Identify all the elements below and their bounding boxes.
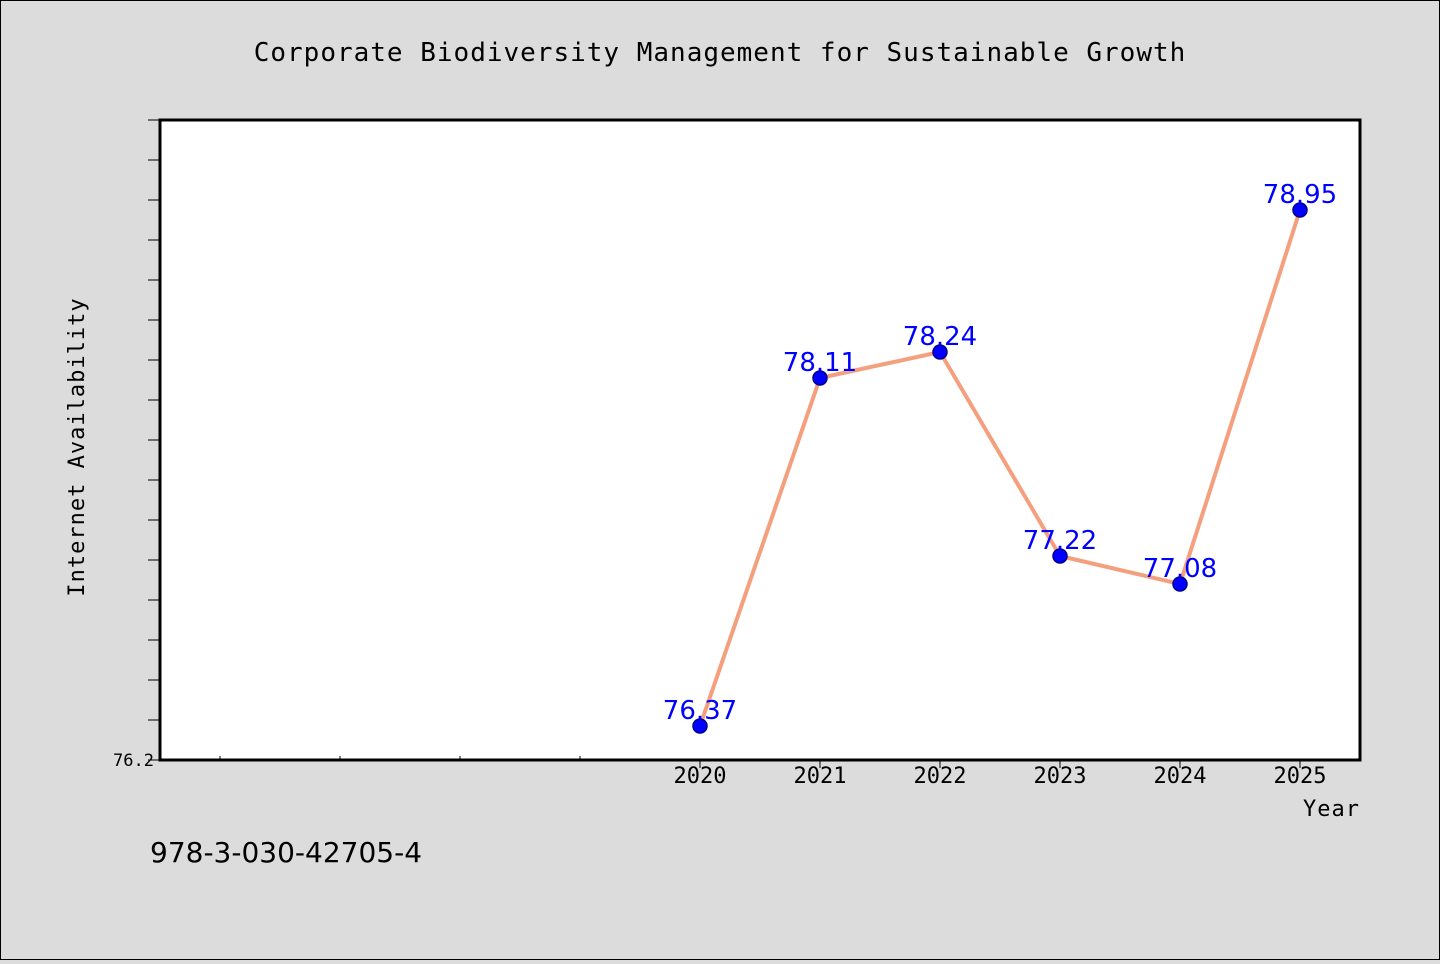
data-label: 77.22 xyxy=(1023,526,1097,556)
x-tick-label: 2025 xyxy=(1274,764,1327,789)
x-tick-label: 2021 xyxy=(794,764,847,789)
y-axis-label: Internet Availability xyxy=(65,297,90,596)
plot-area xyxy=(158,118,1362,762)
chart-title: Corporate Biodiversity Management for Su… xyxy=(254,38,1187,68)
x-axis-ticks xyxy=(219,756,1301,768)
marker-group xyxy=(692,202,1308,734)
x-tick-label: 2023 xyxy=(1034,764,1087,789)
data-point xyxy=(1172,576,1188,592)
data-label: 77.08 xyxy=(1143,554,1217,584)
y-axis-ticks xyxy=(148,119,160,761)
isbn-text: 978-3-030-42705-4 xyxy=(150,836,422,869)
x-tick-label: 2024 xyxy=(1154,764,1207,789)
data-label: 78.11 xyxy=(783,348,857,378)
data-point xyxy=(812,370,828,386)
x-tick-labels: 2020 2021 2022 2023 2024 2025 xyxy=(674,764,1327,789)
data-label: 78.95 xyxy=(1263,180,1337,210)
data-point xyxy=(1052,548,1068,564)
data-label-group: 76.37 78.11 78.24 77.22 77.08 78.95 xyxy=(663,180,1337,726)
data-label: 78.24 xyxy=(903,322,977,352)
series-group xyxy=(698,208,1302,728)
x-tick-label: 2020 xyxy=(674,764,727,789)
series-line xyxy=(698,208,1302,728)
data-point xyxy=(1292,202,1308,218)
data-point xyxy=(932,344,948,360)
data-label: 76.37 xyxy=(663,696,737,726)
x-tick-label: 2022 xyxy=(914,764,967,789)
x-axis-label: Year xyxy=(1303,797,1360,822)
y-tick-label: 76.2 xyxy=(113,751,154,771)
data-point xyxy=(692,718,708,734)
